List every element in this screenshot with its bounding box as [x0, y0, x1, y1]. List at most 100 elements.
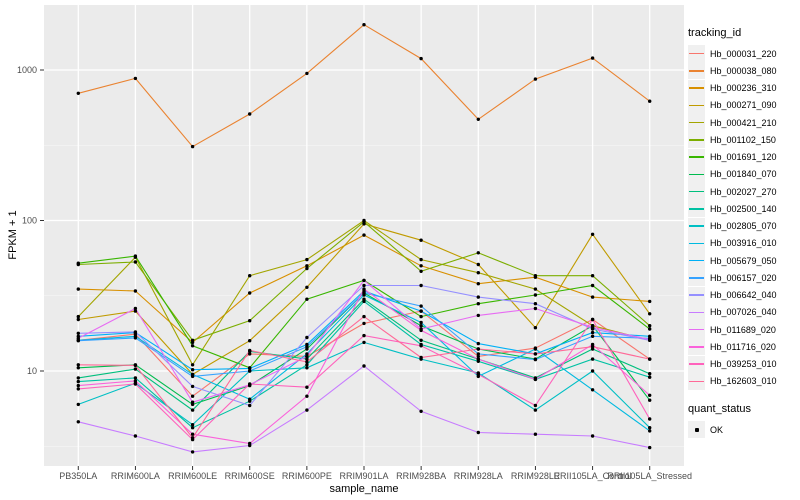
series-line-icon: [689, 208, 704, 210]
data-point: [476, 117, 480, 122]
series-line-icon: [689, 259, 704, 262]
y-tick-label: 10: [27, 366, 37, 376]
series-line-icon: [689, 156, 704, 158]
data-point: [190, 436, 195, 440]
series-color-key: [688, 183, 705, 201]
legend-item-label: Hb_006157_020: [710, 272, 777, 283]
data-point: [305, 352, 309, 356]
data-point: [305, 345, 309, 349]
data-point: [362, 340, 366, 345]
legend-item-label: Hb_011689_020: [710, 324, 776, 335]
data-point: [76, 420, 81, 424]
data-point: [533, 326, 538, 330]
series-line-icon: [689, 225, 704, 227]
data-point: [476, 313, 480, 318]
series-color-key: [688, 148, 705, 166]
data-point: [362, 314, 366, 319]
data-point: [533, 274, 538, 278]
x-tick-label: PB350LA: [59, 471, 97, 481]
legend-item-label: Hb_005679_050: [710, 255, 777, 266]
data-point: [533, 352, 538, 356]
series-line-icon: [689, 346, 704, 348]
data-point: [648, 327, 652, 331]
series-color-key: [688, 96, 705, 114]
legend-item-label: Hb_000031_220: [710, 48, 777, 59]
data-point: [76, 314, 81, 319]
data-point: [133, 379, 138, 383]
legend-title-quant-status: quant_status: [688, 403, 751, 415]
data-point: [305, 394, 309, 398]
data-point: [190, 374, 195, 379]
data-point: [590, 283, 595, 288]
series-color-key: [688, 200, 705, 218]
data-point: [533, 287, 538, 291]
data-point: [190, 394, 195, 398]
legend-item-Hb_002805_070: Hb_002805_070: [688, 217, 798, 235]
data-point: [476, 357, 480, 361]
data-point: [362, 283, 366, 288]
y-axis-title: FPKM + 1: [7, 210, 19, 260]
legend-item-label: Hb_000038_080: [710, 65, 777, 76]
data-point: [305, 363, 309, 367]
series-color-key: [688, 321, 705, 339]
data-point: [305, 360, 309, 364]
data-point: [476, 347, 480, 351]
legend-item-Hb_011689_020: Hb_011689_020: [688, 321, 798, 339]
data-point: [305, 335, 309, 340]
data-point: [76, 376, 81, 380]
data-point: [248, 403, 252, 408]
data-point: [590, 330, 595, 335]
data-point: [133, 306, 138, 311]
legend-item-Hb_000236_310: Hb_000236_310: [688, 79, 798, 97]
x-tick-label: RRII105LA_Control: [554, 471, 632, 481]
data-point: [305, 71, 309, 76]
data-point: [590, 274, 595, 278]
data-point: [133, 76, 138, 81]
data-point: [133, 434, 138, 438]
data-point: [248, 352, 252, 356]
data-point: [419, 344, 423, 348]
data-point: [590, 317, 595, 322]
series-line-icon: [689, 139, 704, 141]
data-point: [190, 423, 195, 427]
data-point: [190, 338, 195, 342]
data-point: [76, 383, 81, 388]
data-point: [190, 363, 195, 367]
data-point: [76, 336, 81, 340]
data-point: [305, 285, 309, 289]
series-line-icon: [689, 52, 704, 55]
series-line-icon: [689, 104, 704, 107]
legend-item-Hb_006642_040: Hb_006642_040: [688, 286, 798, 304]
x-tick-label: RRIM928LA: [454, 471, 503, 481]
data-point: [476, 251, 480, 255]
legend-item-Hb_003916_010: Hb_003916_010: [688, 234, 798, 252]
data-point: [419, 257, 423, 262]
data-point: [305, 354, 309, 359]
data-point: [362, 220, 366, 224]
series-color-key: [688, 45, 705, 63]
data-point: [362, 291, 366, 295]
data-point: [190, 450, 195, 454]
data-point: [133, 289, 138, 293]
data-point: [533, 306, 538, 311]
series-color-key: [688, 252, 705, 270]
ok-key-box: [688, 421, 705, 439]
data-point: [305, 297, 309, 301]
data-point: [533, 347, 538, 351]
data-point: [133, 382, 138, 386]
data-point: [419, 269, 423, 273]
legend-item-label: Hb_011716_020: [710, 341, 776, 352]
data-point: [190, 368, 195, 372]
data-point: [533, 357, 538, 362]
data-point: [190, 144, 195, 149]
series-line-icon: [689, 328, 704, 331]
data-point: [590, 369, 595, 373]
legend-item-Hb_002027_270: Hb_002027_270: [688, 183, 798, 201]
data-point: [648, 299, 652, 304]
data-point: [476, 295, 480, 299]
data-point: [648, 357, 652, 361]
x-tick-label: RRIM600LA: [111, 471, 160, 481]
legend-item-ok: OK: [688, 421, 798, 439]
legend-item-Hb_006157_020: Hb_006157_020: [688, 269, 798, 287]
data-point: [648, 429, 652, 433]
